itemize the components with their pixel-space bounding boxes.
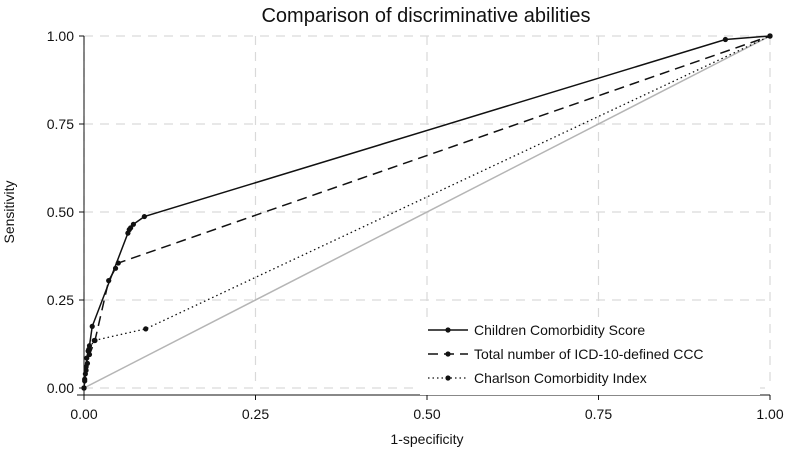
legend-marker-0 (445, 327, 451, 333)
series-2-point-2 (86, 346, 92, 352)
x-axis-label: 1-specificity (390, 431, 463, 447)
series-1-point-7 (112, 265, 119, 271)
chart-title: Comparison of discriminative abilities (261, 5, 590, 27)
y-tick-label-1: 0.25 (47, 292, 74, 308)
series-0-point-7 (89, 323, 95, 329)
series-2-point-1 (83, 364, 89, 370)
legend-background (420, 317, 760, 395)
tick-labels: 0.00 0.00 0.25 0.25 0.50 0.50 0.75 0.75 1.00 1.00 (47, 28, 784, 422)
y-tick-label-3: 0.75 (47, 116, 74, 132)
series-1-point-1 (82, 376, 88, 382)
series-0-point-11 (130, 221, 136, 227)
x-tick-label-0: 0.00 (70, 406, 97, 422)
y-tick-label-4: 1.00 (47, 28, 74, 44)
legend-marker-2 (445, 375, 451, 381)
series-1-point-8 (115, 260, 121, 266)
series-line-2 (83, 35, 771, 389)
series-2-point-3 (91, 337, 97, 344)
series-0-point-12 (141, 213, 147, 220)
series-line-1 (83, 35, 771, 389)
x-tick-label-1: 0.25 (242, 406, 269, 422)
series-1-point-6 (106, 278, 112, 284)
legend-label-0: Children Comorbidity Score (474, 322, 645, 338)
y-tick-label-2: 0.50 (47, 204, 74, 220)
series-2-point-5 (767, 33, 773, 39)
series-2-point-4 (143, 326, 149, 332)
series-0-point-13 (722, 36, 729, 43)
reference-line (83, 35, 771, 389)
series-0-point-10 (128, 225, 134, 231)
legend-label-1: Total number of ICD-10-defined CCC (474, 346, 704, 362)
y-axis-label: Sensitivity (1, 180, 17, 243)
series-2-point-0 (81, 385, 87, 391)
x-tick-label-4: 1.00 (756, 406, 783, 422)
reference-line-layer (83, 35, 771, 389)
series-layer (81, 33, 773, 391)
legend: Children Comorbidity Score Total number o… (420, 317, 760, 395)
x-tick-label-2: 0.50 (413, 406, 440, 422)
legend-marker-1 (445, 351, 451, 357)
x-tick-label-3: 0.75 (585, 406, 612, 422)
y-tick-label-0: 0.00 (47, 380, 74, 396)
legend-label-2: Charlson Comorbidity Index (474, 370, 647, 386)
